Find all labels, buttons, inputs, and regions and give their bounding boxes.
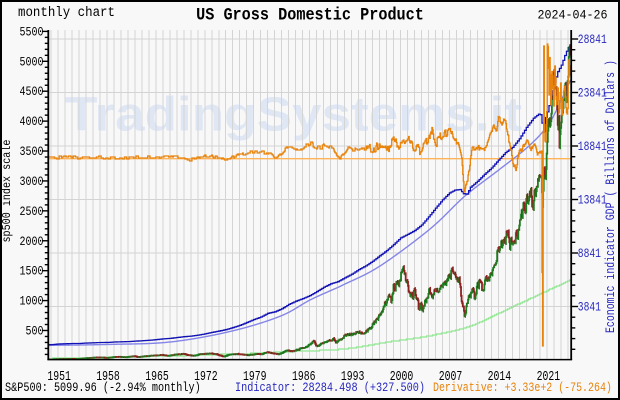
svg-text:4000: 4000 — [20, 115, 44, 130]
svg-text:S&P500: 5099.96 (-2.94% monthl: S&P500: 5099.96 (-2.94% monthly) — [5, 380, 201, 396]
svg-text:2500: 2500 — [20, 205, 44, 220]
svg-text:1965: 1965 — [145, 368, 169, 384]
svg-text:2021: 2021 — [537, 368, 561, 384]
svg-text:13841: 13841 — [578, 193, 607, 208]
svg-text:Economic indicator GDP ( Billi: Economic indicator GDP ( Billions of Dol… — [605, 60, 618, 333]
svg-text:1958: 1958 — [96, 368, 120, 384]
svg-text:1993: 1993 — [341, 368, 365, 384]
svg-text:1000: 1000 — [20, 294, 44, 309]
svg-text:3500: 3500 — [20, 145, 44, 160]
svg-text:1979: 1979 — [243, 368, 267, 384]
svg-text:3841: 3841 — [578, 300, 601, 315]
svg-text:Derivative: +3.33e+2 (-75.264): Derivative: +3.33e+2 (-75.264) — [433, 381, 612, 396]
svg-text:2014: 2014 — [488, 368, 512, 384]
svg-text:8841: 8841 — [578, 247, 601, 262]
svg-text:5000: 5000 — [20, 55, 44, 70]
svg-text:23841: 23841 — [578, 86, 607, 101]
svg-text:18841: 18841 — [578, 140, 607, 155]
svg-text:monthly chart: monthly chart — [18, 5, 115, 21]
svg-text:5500: 5500 — [20, 25, 44, 40]
svg-text:1500: 1500 — [20, 265, 44, 280]
svg-text:US Gross Domestic Product: US Gross Domestic Product — [196, 4, 424, 25]
svg-text:sp500 index scale: sp500 index scale — [1, 140, 14, 243]
svg-text:2000: 2000 — [20, 235, 44, 250]
svg-text:1951: 1951 — [47, 368, 71, 384]
svg-text:2000: 2000 — [390, 368, 414, 384]
svg-text:500: 500 — [26, 324, 44, 339]
svg-text:1972: 1972 — [194, 368, 218, 384]
svg-text:2024-04-26: 2024-04-26 — [538, 8, 608, 22]
svg-text:2007: 2007 — [439, 368, 463, 384]
svg-text:4500: 4500 — [20, 85, 44, 100]
svg-text:3000: 3000 — [20, 175, 44, 190]
svg-text:1986: 1986 — [292, 368, 316, 384]
svg-text:28841: 28841 — [578, 33, 607, 48]
svg-text:Indicator: 28284.498 (+327.500: Indicator: 28284.498 (+327.500) — [235, 380, 425, 396]
